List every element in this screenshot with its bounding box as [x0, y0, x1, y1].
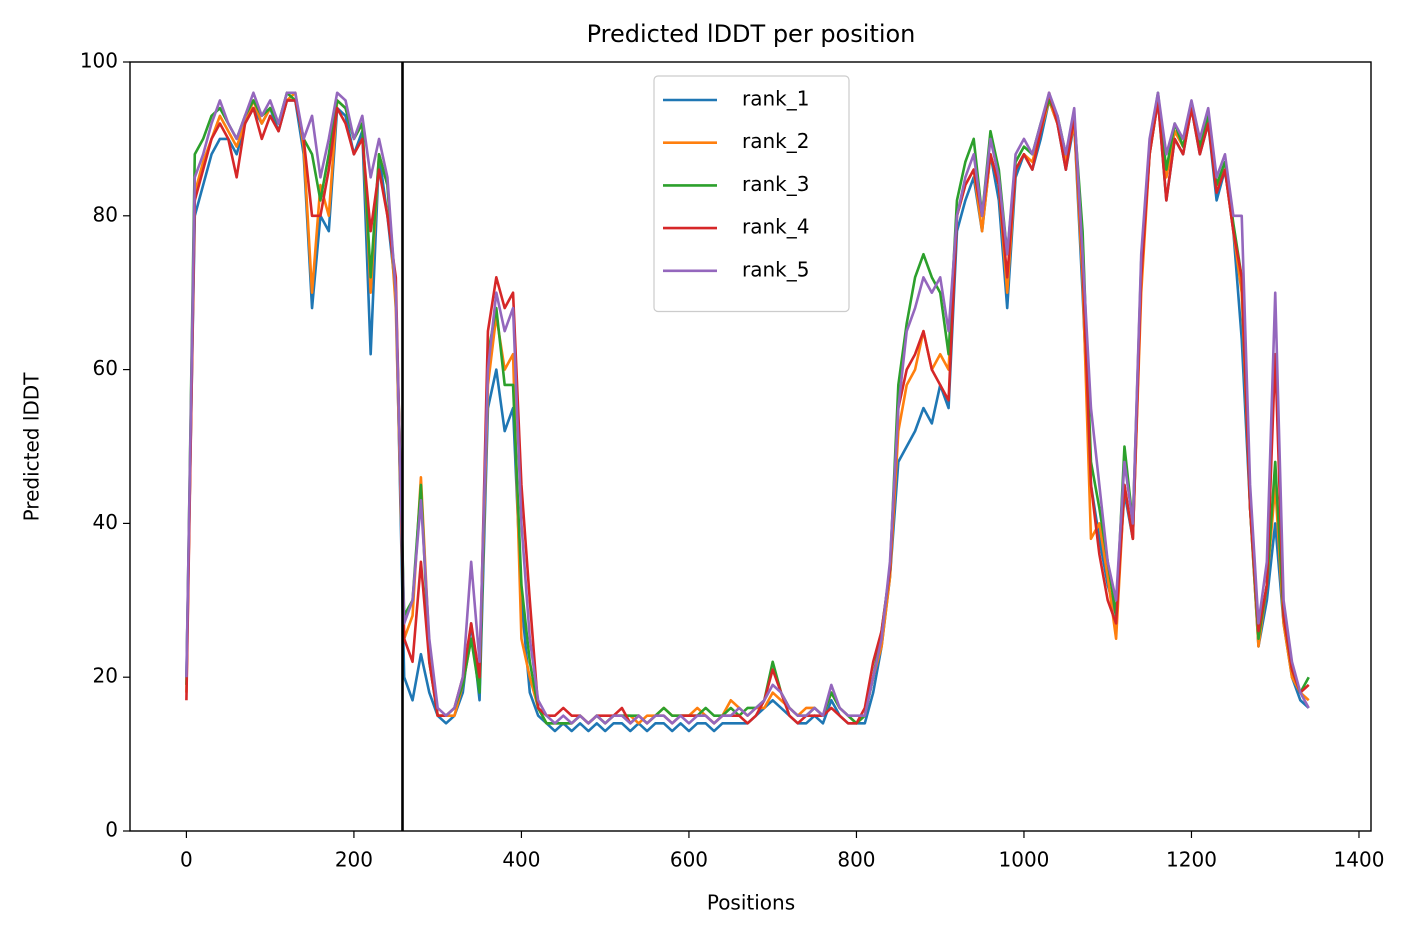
y-tick-label: 40 [93, 510, 118, 534]
plot-frame [129, 61, 1372, 832]
legend-label: rank_5 [742, 257, 809, 281]
y-axis-label: Predicted lDDT [20, 372, 44, 522]
legend-box [653, 75, 850, 313]
x-tick-label: 200 [335, 848, 373, 872]
x-axis-label: Positions [707, 891, 795, 915]
y-tick-label: 80 [93, 202, 118, 226]
y-tick-label: 60 [93, 356, 118, 380]
chart-title: Predicted lDDT per position [587, 20, 916, 48]
x-tick-label: 1000 [999, 848, 1050, 872]
legend-label: rank_3 [742, 172, 809, 196]
x-tick-label: 800 [837, 848, 875, 872]
y-tick-label: 0 [105, 818, 118, 842]
series-line [185, 91, 1310, 725]
legend-label: rank_1 [742, 87, 809, 111]
legend-label: rank_4 [742, 215, 809, 239]
x-tick-label: 600 [670, 848, 708, 872]
y-tick-label: 20 [93, 664, 118, 688]
x-tick-label: 400 [502, 848, 540, 872]
x-tick-label: 1200 [1166, 848, 1217, 872]
series-line [185, 91, 1310, 725]
x-tick-label: 0 [180, 848, 193, 872]
y-tick-label: 100 [80, 49, 118, 73]
legend-label: rank_2 [742, 129, 809, 153]
x-tick-label: 1400 [1334, 848, 1385, 872]
